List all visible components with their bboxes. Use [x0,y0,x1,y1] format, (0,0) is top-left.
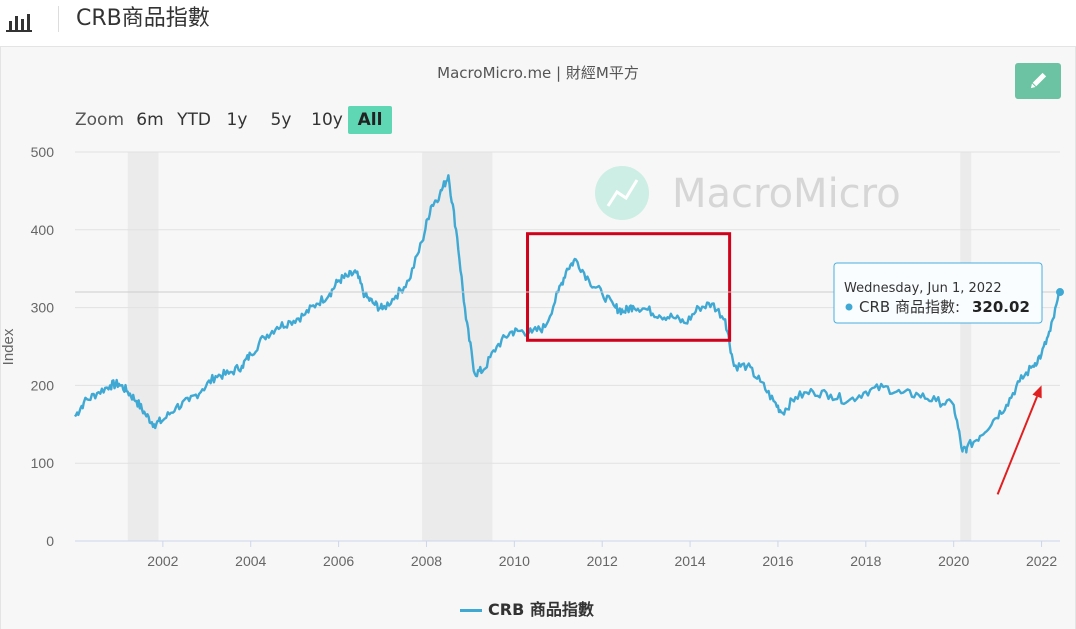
tooltip-series-name: CRB 商品指數: [859,298,960,316]
recession-band [127,152,159,541]
x-tick-label: 2012 [587,553,618,569]
legend-item[interactable]: CRB 商品指數 [460,596,594,620]
y-axis-label: Index [0,328,17,365]
legend-swatch [460,609,482,612]
zoom-label: Zoom [75,110,125,130]
zoom-1y-button[interactable]: 1y [226,110,248,130]
source-label: MacroMicro.me | 財經M平方 [437,64,639,82]
x-tick-label: 2016 [762,553,793,569]
red-arrow [996,396,1038,495]
zoom-all-button[interactable]: All [348,106,392,134]
pencil-icon [1030,72,1047,89]
zoom-6m-button[interactable]: 6m [136,110,164,130]
tooltip-date: Wednesday, Jun 1, 2022 [844,281,1002,296]
x-tick-label: 2004 [235,553,266,569]
tooltip: Wednesday, Jun 1, 2022 CRB 商品指數: 320.02 [833,262,1043,324]
highlight-box [526,232,732,342]
y-tick-label: 500 [31,144,55,160]
recession-band [422,152,493,541]
recession-band [960,152,972,541]
series-line-crb [74,174,1061,454]
y-tick-label: 300 [31,300,55,316]
x-tick-label: 2018 [850,553,881,569]
tooltip-series-dot [845,303,853,311]
watermark: MacroMicro [595,166,901,220]
zoom-ytd-button[interactable]: YTD [177,110,211,130]
bar-chart-icon [6,10,34,32]
x-tick-label: 2008 [411,553,442,569]
y-tick-label: 0 [46,533,54,549]
tooltip-point [1056,288,1064,297]
edit-button[interactable] [1015,63,1061,99]
red-arrow-head [1032,385,1042,399]
x-tick-label: 2002 [147,553,178,569]
x-tick-label: 2006 [323,553,354,569]
x-tick-label: 2020 [938,553,969,569]
x-tick-label: 2010 [499,553,530,569]
page-title: CRB商品指數 [76,6,210,31]
tooltip-value: 320.02 [972,298,1030,316]
legend-label: CRB 商品指數 [488,600,594,619]
zoom-5y-button[interactable]: 5y [270,110,292,130]
y-tick-label: 200 [31,377,55,393]
watermark-text: MacroMicro [672,171,901,217]
zoom-10y-button[interactable]: 10y [311,110,343,130]
top-bar: CRB商品指數 [0,0,1076,44]
x-tick-label: 2014 [674,553,705,569]
chart-card [0,46,1076,629]
y-tick-label: 400 [31,222,55,238]
x-tick-label: 2022 [1026,553,1057,569]
header-divider [58,6,59,32]
y-tick-label: 100 [31,455,55,471]
